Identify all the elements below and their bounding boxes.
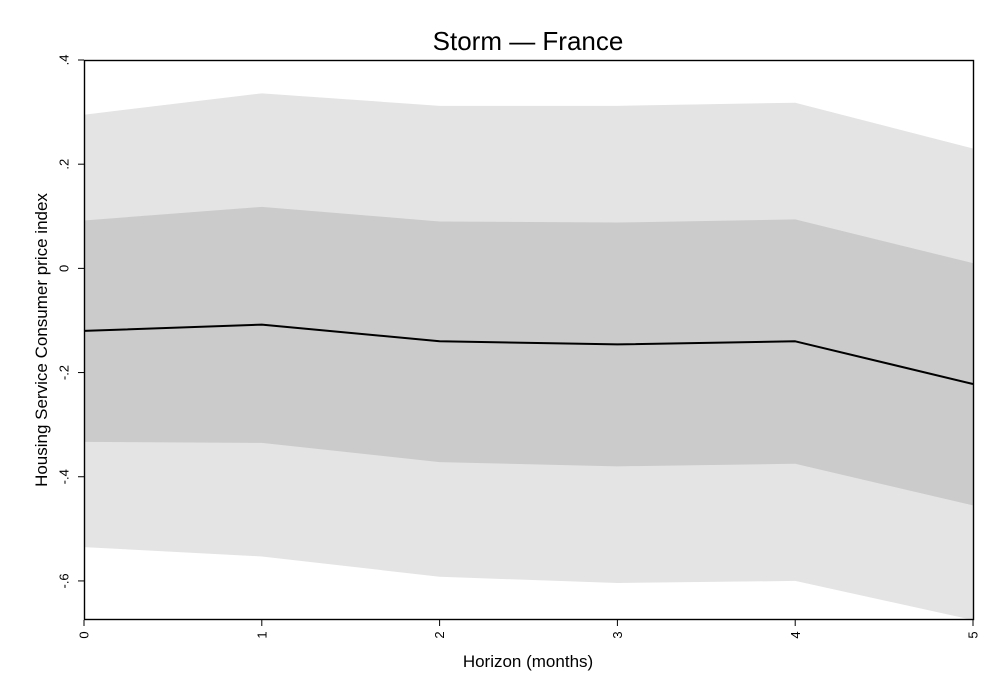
series-line-0 [83, 323, 974, 385]
confidence-bands [84, 93, 973, 621]
plot-frame [83, 59, 975, 621]
x-tick-label: 2 [432, 631, 447, 638]
y-tick-label: 0 [57, 265, 72, 272]
axis-tick-labels: .4 .2 0 -.2 -.4 -.6 0 1 2 3 4 5 [57, 55, 981, 639]
x-tick-label: 0 [77, 631, 92, 638]
x-tick-label: 1 [254, 631, 269, 638]
y-tick-label: .2 [57, 159, 72, 170]
x-tick-label: 5 [966, 631, 981, 638]
y-tick-label: .4 [57, 55, 72, 66]
x-axis-label: Horizon (months) [463, 652, 593, 671]
chart-title: Storm — France [433, 26, 624, 56]
axis-ticks [78, 59, 974, 626]
x-tick-label: 4 [788, 631, 803, 638]
series-lines [83, 323, 974, 385]
y-tick-label: -.4 [57, 469, 72, 484]
y-tick-label: -.2 [57, 365, 72, 380]
inner-confidence-band [84, 206, 973, 506]
y-tick-label: -.6 [57, 573, 72, 588]
y-axis-label: Housing Service Consumer price index [32, 193, 51, 487]
x-tick-label: 3 [610, 631, 625, 638]
